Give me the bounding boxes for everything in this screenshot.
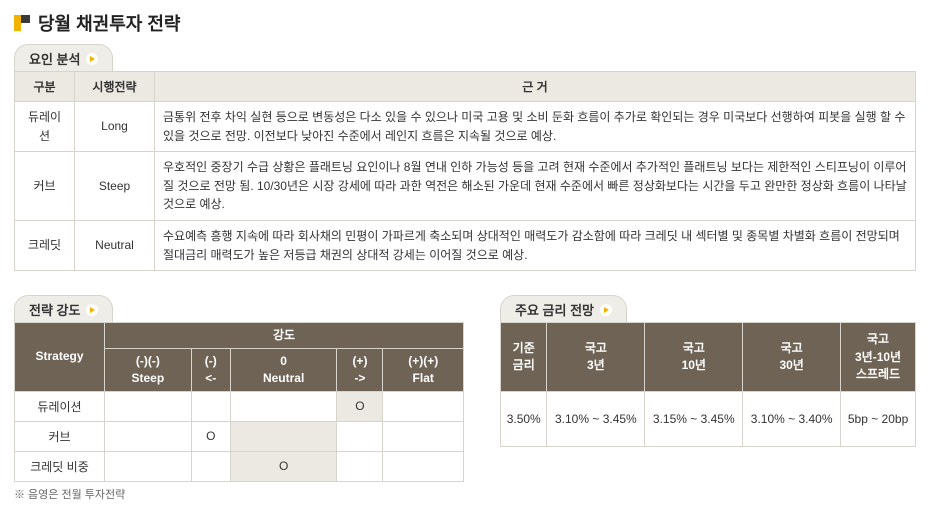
table-row: 듀레이션 O bbox=[15, 391, 464, 421]
intensity-cell bbox=[383, 421, 464, 451]
table-row: 커브 O bbox=[15, 421, 464, 451]
factors-table: 구분 시행전략 근 거 듀레이션 Long 금통위 전후 차익 실현 등으로 변… bbox=[14, 71, 916, 271]
table-row: 3.50% 3.10% ~ 3.45% 3.15% ~ 3.45% 3.10% … bbox=[501, 392, 916, 447]
intensity-scale-col: (-)(-)Steep bbox=[105, 348, 192, 391]
intensity-scale-col: (-)<- bbox=[191, 348, 230, 391]
intensity-section: 전략 강도 Strategy 강도 (-)(-)Steep (-)<- 0Neu… bbox=[14, 295, 464, 501]
logo-icon bbox=[14, 15, 30, 31]
page-title: 당월 채권투자 전략 bbox=[38, 10, 180, 36]
factor-strategy: Neutral bbox=[75, 220, 155, 270]
intensity-table: Strategy 강도 (-)(-)Steep (-)<- 0Neutral (… bbox=[14, 322, 464, 481]
table-row: 커브 Steep 우호적인 중장기 수급 상황은 플래트닝 요인이나 8월 연내… bbox=[15, 152, 916, 221]
forecast-col: 국고3년 bbox=[547, 323, 645, 392]
intensity-cell: O bbox=[230, 451, 337, 481]
intensity-cell bbox=[230, 421, 337, 451]
forecast-value: 3.10% ~ 3.40% bbox=[743, 392, 841, 447]
forecast-value: 3.15% ~ 3.45% bbox=[645, 392, 743, 447]
intensity-row-label: 커브 bbox=[15, 421, 105, 451]
forecast-section: 주요 금리 전망 기준금리 국고3년 국고10년 국고30년 국고3년-10년스… bbox=[500, 295, 916, 501]
factors-section-tab: 요인 분석 bbox=[14, 44, 113, 71]
factors-col-geungeo: 근 거 bbox=[155, 72, 916, 102]
intensity-scale-col: (+)(+)Flat bbox=[383, 348, 464, 391]
intensity-cell: O bbox=[337, 391, 383, 421]
factor-strategy: Long bbox=[75, 102, 155, 152]
triangle-right-icon bbox=[86, 53, 98, 65]
page-header: 당월 채권투자 전략 bbox=[14, 10, 916, 36]
forecast-value: 3.10% ~ 3.45% bbox=[547, 392, 645, 447]
triangle-right-icon bbox=[86, 304, 98, 316]
factor-strategy: Steep bbox=[75, 152, 155, 221]
triangle-right-icon bbox=[600, 304, 612, 316]
forecast-col: 국고30년 bbox=[743, 323, 841, 392]
intensity-cell bbox=[105, 421, 192, 451]
bottom-row: 전략 강도 Strategy 강도 (-)(-)Steep (-)<- 0Neu… bbox=[14, 295, 916, 501]
forecast-value: 5bp ~ 20bp bbox=[841, 392, 916, 447]
intensity-scale-col: (+)-> bbox=[337, 348, 383, 391]
table-row: 듀레이션 Long 금통위 전후 차익 실현 등으로 변동성은 다소 있을 수 … bbox=[15, 102, 916, 152]
factors-section: 요인 분석 구분 시행전략 근 거 듀레이션 Long 금통위 전후 차익 실현… bbox=[14, 44, 916, 271]
intensity-scale-col: 0Neutral bbox=[230, 348, 337, 391]
table-row: 크레딧 비중 O bbox=[15, 451, 464, 481]
intensity-footnote: ※ 음영은 전월 투자전략 bbox=[14, 486, 464, 502]
intensity-head-span: 강도 bbox=[105, 323, 464, 349]
intensity-cell bbox=[230, 391, 337, 421]
factors-col-gubun: 구분 bbox=[15, 72, 75, 102]
intensity-section-title: 전략 강도 bbox=[29, 300, 80, 319]
intensity-cell bbox=[191, 391, 230, 421]
intensity-cell bbox=[191, 451, 230, 481]
forecast-value: 3.50% bbox=[501, 392, 547, 447]
forecast-table: 기준금리 국고3년 국고10년 국고30년 국고3년-10년스프레드 3.50%… bbox=[500, 322, 916, 447]
factor-rationale: 우호적인 중장기 수급 상황은 플래트닝 요인이나 8월 연내 인하 가능성 등… bbox=[155, 152, 916, 221]
factors-col-sihang: 시행전략 bbox=[75, 72, 155, 102]
forecast-col: 기준금리 bbox=[501, 323, 547, 392]
intensity-cell bbox=[337, 421, 383, 451]
intensity-row-label: 듀레이션 bbox=[15, 391, 105, 421]
intensity-row-label: 크레딧 비중 bbox=[15, 451, 105, 481]
intensity-cell bbox=[105, 391, 192, 421]
factor-rationale: 수요예측 흥행 지속에 따라 회사채의 민평이 가파르게 축소되며 상대적인 매… bbox=[155, 220, 916, 270]
intensity-section-tab: 전략 강도 bbox=[14, 295, 113, 322]
intensity-cell: O bbox=[191, 421, 230, 451]
intensity-head-strategy: Strategy bbox=[15, 323, 105, 391]
table-row: 크레딧 Neutral 수요예측 흥행 지속에 따라 회사채의 민평이 가파르게… bbox=[15, 220, 916, 270]
factor-label: 커브 bbox=[15, 152, 75, 221]
factor-label: 크레딧 bbox=[15, 220, 75, 270]
intensity-cell bbox=[105, 451, 192, 481]
forecast-section-tab: 주요 금리 전망 bbox=[500, 295, 627, 322]
intensity-cell bbox=[383, 451, 464, 481]
forecast-col: 국고10년 bbox=[645, 323, 743, 392]
factor-label: 듀레이션 bbox=[15, 102, 75, 152]
intensity-cell bbox=[383, 391, 464, 421]
factor-rationale: 금통위 전후 차익 실현 등으로 변동성은 다소 있을 수 있으나 미국 고용 … bbox=[155, 102, 916, 152]
forecast-col: 국고3년-10년스프레드 bbox=[841, 323, 916, 392]
forecast-section-title: 주요 금리 전망 bbox=[515, 300, 594, 319]
intensity-cell bbox=[337, 451, 383, 481]
factors-section-title: 요인 분석 bbox=[29, 49, 80, 68]
